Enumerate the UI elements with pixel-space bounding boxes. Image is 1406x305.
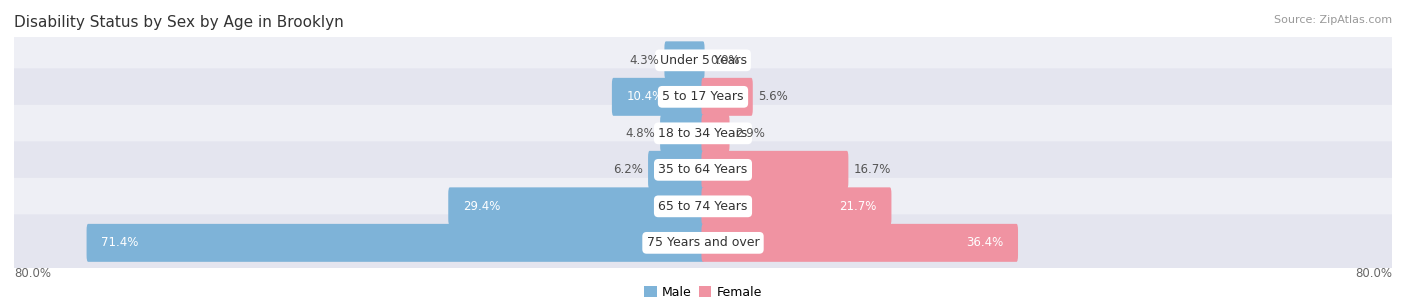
Text: 16.7%: 16.7% — [853, 163, 891, 176]
Text: 4.3%: 4.3% — [630, 54, 659, 67]
FancyBboxPatch shape — [11, 141, 1395, 198]
Text: 10.4%: 10.4% — [626, 90, 664, 103]
Text: Under 5 Years: Under 5 Years — [659, 54, 747, 67]
Text: 80.0%: 80.0% — [14, 267, 51, 280]
FancyBboxPatch shape — [11, 68, 1395, 125]
FancyBboxPatch shape — [659, 114, 704, 152]
FancyBboxPatch shape — [665, 41, 704, 79]
Text: 80.0%: 80.0% — [1355, 267, 1392, 280]
FancyBboxPatch shape — [702, 151, 848, 189]
Text: 65 to 74 Years: 65 to 74 Years — [658, 200, 748, 213]
FancyBboxPatch shape — [11, 105, 1395, 162]
FancyBboxPatch shape — [702, 224, 1018, 262]
Legend: Male, Female: Male, Female — [640, 281, 766, 304]
Text: 71.4%: 71.4% — [101, 236, 138, 249]
Text: 0.0%: 0.0% — [710, 54, 740, 67]
FancyBboxPatch shape — [612, 78, 704, 116]
FancyBboxPatch shape — [87, 224, 704, 262]
Text: 29.4%: 29.4% — [463, 200, 501, 213]
FancyBboxPatch shape — [449, 187, 704, 225]
FancyBboxPatch shape — [702, 187, 891, 225]
Text: Source: ZipAtlas.com: Source: ZipAtlas.com — [1274, 15, 1392, 25]
Text: 6.2%: 6.2% — [613, 163, 643, 176]
Text: 35 to 64 Years: 35 to 64 Years — [658, 163, 748, 176]
Text: 75 Years and over: 75 Years and over — [647, 236, 759, 249]
FancyBboxPatch shape — [11, 32, 1395, 89]
Text: 5.6%: 5.6% — [758, 90, 787, 103]
FancyBboxPatch shape — [11, 178, 1395, 235]
FancyBboxPatch shape — [702, 114, 730, 152]
FancyBboxPatch shape — [702, 78, 752, 116]
Text: Disability Status by Sex by Age in Brooklyn: Disability Status by Sex by Age in Brook… — [14, 15, 344, 30]
FancyBboxPatch shape — [11, 214, 1395, 271]
Text: 5 to 17 Years: 5 to 17 Years — [662, 90, 744, 103]
Text: 2.9%: 2.9% — [735, 127, 765, 140]
FancyBboxPatch shape — [648, 151, 704, 189]
Text: 21.7%: 21.7% — [839, 200, 877, 213]
Text: 4.8%: 4.8% — [626, 127, 655, 140]
Text: 36.4%: 36.4% — [966, 236, 1004, 249]
Text: 18 to 34 Years: 18 to 34 Years — [658, 127, 748, 140]
